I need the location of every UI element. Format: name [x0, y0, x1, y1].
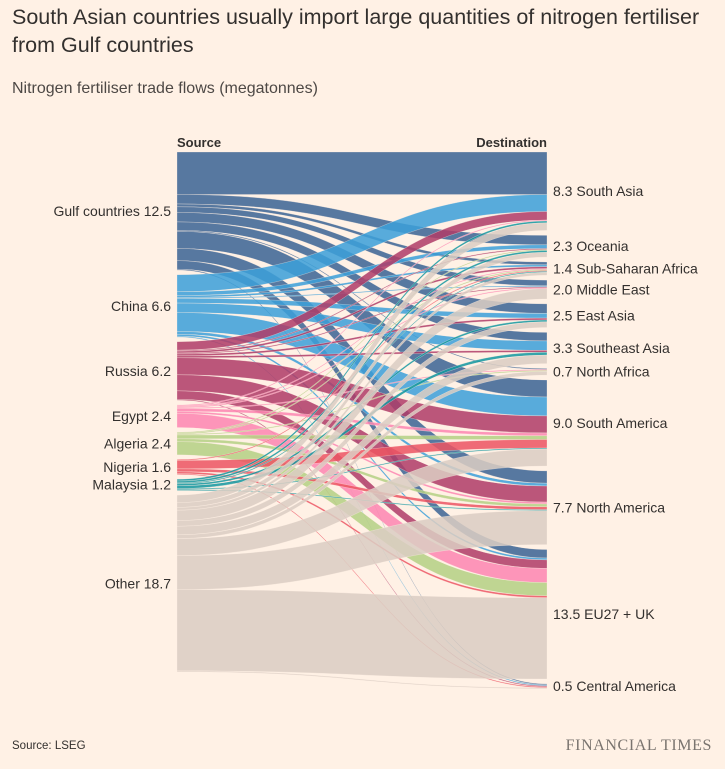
source-label-other: Other 18.7 — [105, 575, 171, 591]
destination-value: 8.3 — [553, 183, 573, 199]
destination-name: East Asia — [576, 308, 635, 324]
source-value: 1.6 — [152, 459, 172, 475]
source-label-russia: Russia 6.2 — [105, 363, 171, 379]
destination-label-eu27-uk: 13.5 EU27 + UK — [553, 606, 655, 622]
flow-other-to-middle-east — [176, 288, 548, 521]
source-name: China — [111, 298, 148, 314]
destination-name: North Africa — [576, 364, 649, 380]
destination-name: Central America — [576, 678, 676, 694]
source-value: 2.4 — [152, 435, 172, 451]
source-value: 2.4 — [152, 408, 172, 424]
source-label-egypt: Egypt 2.4 — [112, 408, 171, 424]
destination-value: 0.7 — [553, 364, 573, 380]
destination-label-south-america: 9.0 South America — [553, 415, 668, 431]
destination-label-east-asia: 2.5 East Asia — [553, 308, 635, 324]
source-labels: Gulf countries 12.5 China 6.6 Russia 6.2 Eg… — [53, 203, 171, 591]
flow-links — [176, 151, 548, 689]
flow-other-to-oceania — [176, 252, 548, 508]
source-label-china: China 6.6 — [111, 298, 171, 314]
destination-value: 0.5 — [553, 678, 573, 694]
destination-value: 2.5 — [553, 308, 573, 324]
source-name: Gulf countries — [53, 203, 139, 219]
source-name: Russia — [105, 363, 148, 379]
destination-label-central-america: 0.5 Central America — [553, 678, 676, 694]
destination-value: 9.0 — [553, 415, 573, 431]
chart-subtitle: Nitrogen fertiliser trade flows (megaton… — [12, 80, 318, 97]
chart-title-line-2: from Gulf countries — [12, 33, 194, 57]
destination-value: 1.4 — [553, 261, 573, 277]
destination-name: Middle East — [576, 281, 649, 297]
destination-value: 13.5 — [553, 606, 580, 622]
flow-gulf-countries-to-south-asia — [176, 151, 548, 195]
destination-name: South Asia — [576, 183, 643, 199]
flow-other-to-central-america — [176, 670, 548, 689]
flow-other-to-east-asia — [176, 321, 548, 527]
source-label-algeria: Algeria 2.4 — [104, 435, 171, 451]
destination-name: Oceania — [576, 238, 628, 254]
source-value: 6.2 — [152, 363, 172, 379]
destination-name: North America — [576, 500, 665, 516]
flow-other-to-north-america — [176, 510, 548, 590]
flow-other-to-south-america — [176, 448, 548, 556]
destination-label-southeast-asia: 3.3 Southeast Asia — [553, 340, 670, 356]
source-name: Algeria — [104, 435, 148, 451]
destination-label-sub-saharan-africa: 1.4 Sub-Saharan Africa — [553, 261, 698, 277]
flow-other-to-sub-saharan-africa — [176, 272, 548, 511]
source-label-nigeria: Nigeria 1.6 — [103, 459, 171, 475]
chart-title-line-1: South Asian countries usually import lar… — [12, 5, 700, 29]
source-footnote: Source: LSEG — [12, 740, 86, 752]
source-value: 12.5 — [144, 203, 171, 219]
flow-other-to-south-asia — [176, 222, 548, 503]
flow-other-to-eu27-uk — [176, 589, 548, 680]
flow-other-to-southeast-asia — [176, 354, 548, 536]
ft-logo: FINANCIAL TIMES — [565, 737, 712, 754]
flow-algeria-to-south-america — [176, 434, 548, 440]
source-value: 18.7 — [144, 575, 171, 591]
source-value: 6.6 — [152, 298, 172, 314]
destination-label-north-africa: 0.7 North Africa — [553, 364, 650, 380]
source-label-malaysia: Malaysia 1.2 — [92, 477, 171, 493]
source-name: Other — [105, 575, 140, 591]
destination-value: 3.3 — [553, 340, 573, 356]
source-label-gulf-countries: Gulf countries 12.5 — [53, 203, 171, 219]
destination-value: 2.3 — [553, 238, 573, 254]
source-name: Egypt — [112, 408, 148, 424]
chart-title: South Asian countries usually import lar… — [12, 3, 699, 59]
source-value: 1.2 — [152, 477, 172, 493]
flow-other-to-north-africa — [176, 371, 548, 539]
destination-label-oceania: 2.3 Oceania — [553, 238, 629, 254]
source-column-header: Source — [177, 135, 221, 150]
destination-label-north-america: 7.7 North America — [553, 500, 665, 516]
destination-column-header: Destination — [476, 135, 547, 150]
destination-name: South America — [576, 415, 667, 431]
destination-label-south-asia: 8.3 South Asia — [553, 183, 644, 199]
destination-name: Southeast Asia — [576, 340, 670, 356]
destination-value: 7.7 — [553, 500, 573, 516]
destination-label-middle-east: 2.0 Middle East — [553, 281, 650, 297]
destination-name: Sub-Saharan Africa — [576, 261, 698, 277]
destination-name: EU27 + UK — [584, 606, 655, 622]
destination-value: 2.0 — [553, 281, 573, 297]
source-name: Malaysia — [92, 477, 147, 493]
source-name: Nigeria — [103, 459, 148, 475]
